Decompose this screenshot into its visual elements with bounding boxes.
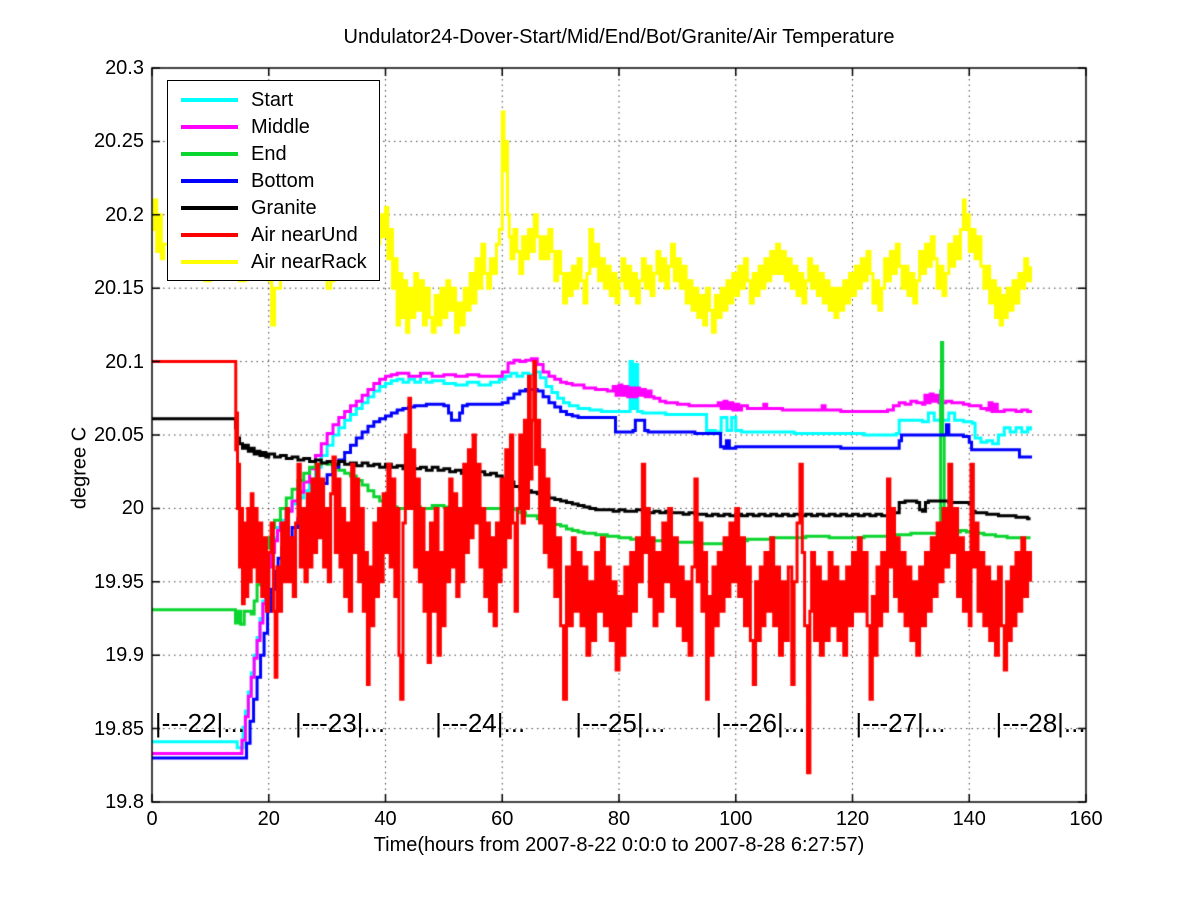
y-tick-label: 20.3 xyxy=(105,57,144,79)
x-tick-label: 60 xyxy=(491,808,514,830)
x-tick-label: 0 xyxy=(146,808,158,830)
legend-label: Air nearRack xyxy=(251,250,367,273)
legend-label: End xyxy=(251,142,287,165)
legend-line-granite xyxy=(181,205,238,210)
y-tick-label: 20.1 xyxy=(105,350,144,373)
date-annotation: |---23|... xyxy=(295,708,386,739)
y-tick-label: 20.05 xyxy=(93,424,144,446)
legend-line-air-nearund xyxy=(181,232,238,237)
legend-item: Air nearRack xyxy=(168,248,379,275)
date-annotation: |---22|... xyxy=(154,708,245,739)
y-tick-label: 19.9 xyxy=(105,644,144,667)
legend-item: Bottom xyxy=(168,167,379,194)
legend-line-air-nearrack xyxy=(181,259,238,264)
x-tick-label: 120 xyxy=(835,808,870,830)
legend-item: Granite xyxy=(168,194,379,221)
x-tick-label: 20 xyxy=(257,808,280,830)
legend-label: Bottom xyxy=(251,169,315,192)
y-tick-label: 20 xyxy=(121,497,144,520)
y-tick-label: 20.25 xyxy=(93,130,144,153)
x-tick-label: 40 xyxy=(374,808,397,830)
x-tick-label: 140 xyxy=(952,808,986,830)
legend-item: Air nearUnd xyxy=(168,221,379,248)
legend-item: End xyxy=(168,140,379,167)
legend-item: Middle xyxy=(168,113,379,140)
legend-label: Air nearUnd xyxy=(251,223,358,246)
legend-label: Start xyxy=(251,88,294,111)
y-tick-label: 20.2 xyxy=(105,203,144,226)
legend-line-bottom xyxy=(181,178,238,183)
date-annotation: |---26|... xyxy=(715,708,806,739)
date-annotation: |---28|... xyxy=(995,708,1086,739)
date-annotation: |---24|... xyxy=(435,708,526,739)
x-tick-label: 100 xyxy=(719,808,753,830)
x-tick-label: 80 xyxy=(607,808,631,830)
legend-line-middle xyxy=(181,124,238,129)
legend-line-start xyxy=(181,97,238,102)
legend-line-end xyxy=(181,151,238,156)
chart-title: Undulator24-Dover-Start/Mid/End/Bot/Gran… xyxy=(343,26,895,48)
legend: Start Middle End Bottom Granite Air near… xyxy=(167,80,380,281)
date-annotation: |---27|... xyxy=(855,708,946,739)
x-axis-label: Time(hours from 2007-8-22 0:0:0 to 2007-… xyxy=(373,834,865,856)
y-tick-label: 19.95 xyxy=(93,570,144,593)
x-tick-label: 160 xyxy=(1069,808,1103,830)
date-annotation: |---25|... xyxy=(575,708,666,739)
y-tick-label: 19.8 xyxy=(105,791,144,813)
y-tick-label: 19.85 xyxy=(93,717,144,740)
legend-label: Middle xyxy=(251,115,310,138)
legend-item: Start xyxy=(168,86,379,113)
legend-label: Granite xyxy=(251,196,317,219)
y-tick-label: 20.15 xyxy=(93,277,144,300)
